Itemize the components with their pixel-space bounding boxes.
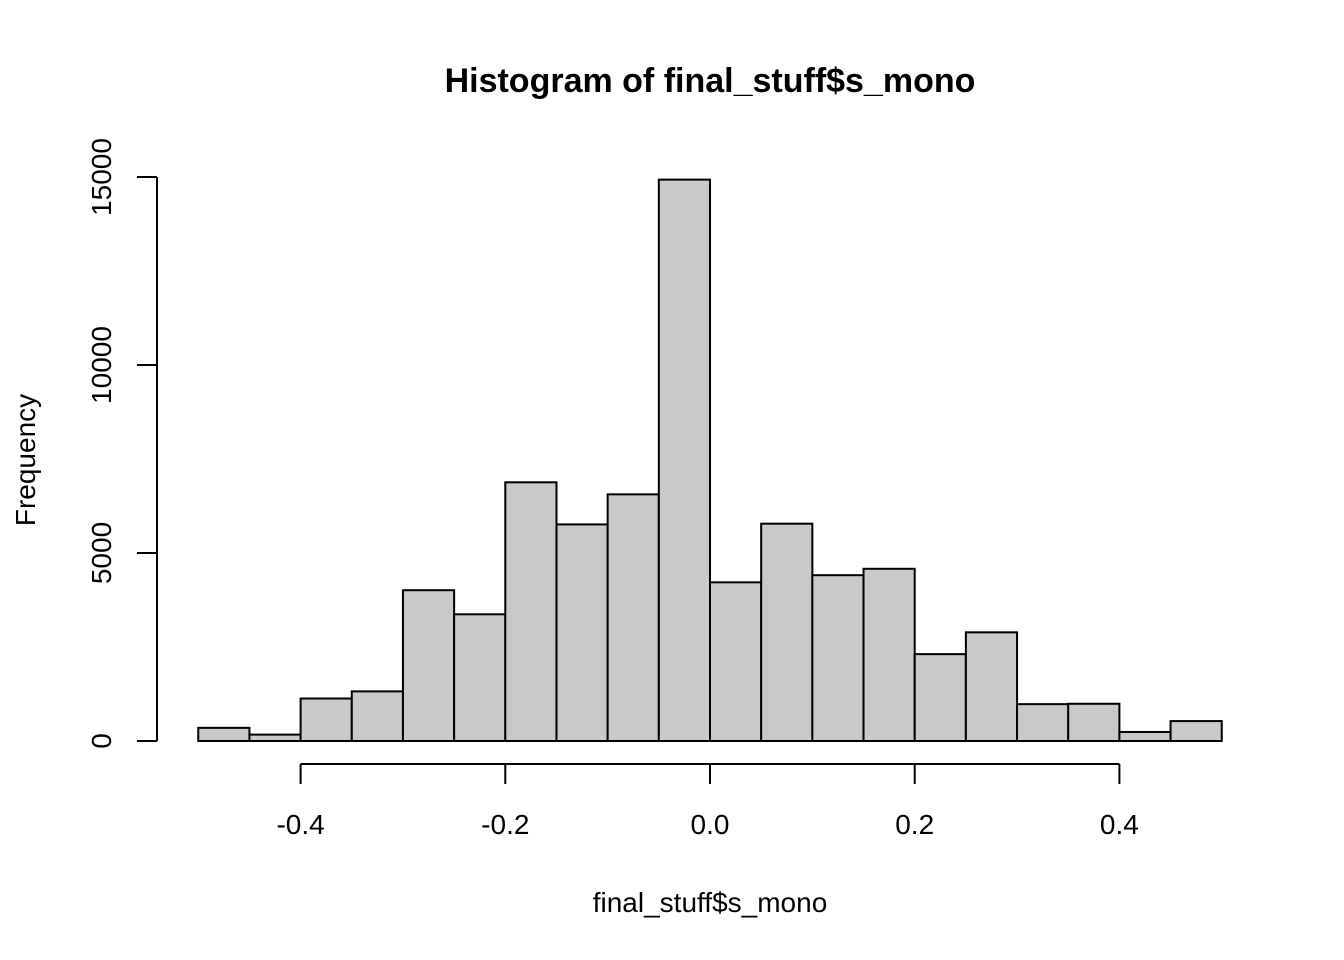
histogram-bar — [1118, 730, 1172, 742]
histogram-bar — [606, 493, 660, 742]
y-tick-label: 10000 — [86, 326, 117, 404]
x-tick-label: 0.4 — [1100, 809, 1139, 840]
histogram-bar — [1067, 702, 1121, 743]
histogram-bar — [811, 574, 865, 742]
histogram-bar — [401, 589, 456, 742]
y-tick-label: 15000 — [86, 138, 117, 216]
histogram-bar — [964, 631, 1019, 743]
y-axis-label: Frequency — [10, 394, 41, 526]
histogram-bar — [299, 697, 353, 743]
histogram-bar — [197, 726, 251, 743]
chart-title: Histogram of final_stuff$s_mono — [445, 62, 976, 100]
y-axis: 0 5000 10000 15000 — [86, 138, 158, 749]
histogram-bar — [248, 733, 302, 742]
histogram-bar — [657, 178, 712, 742]
histogram-bar — [453, 613, 507, 742]
x-tick-label: -0.4 — [276, 809, 324, 840]
histogram-bar — [1016, 703, 1070, 743]
histogram-bar — [760, 522, 814, 742]
histogram-bar — [350, 690, 404, 742]
histogram-bar — [1169, 720, 1223, 743]
histogram-bars — [197, 178, 1223, 743]
x-tick-label: -0.2 — [481, 809, 529, 840]
y-tick-label: 0 — [86, 733, 117, 749]
histogram-bar — [555, 523, 609, 742]
histogram-bar — [862, 567, 916, 742]
histogram-bar — [504, 481, 558, 742]
histogram-bar — [709, 581, 763, 743]
x-axis: -0.4 -0.2 0.0 0.2 0.4 — [276, 763, 1139, 840]
y-tick-label: 5000 — [86, 522, 117, 584]
x-tick-label: 0.2 — [895, 809, 934, 840]
x-tick-label: 0.0 — [691, 809, 730, 840]
histogram-bar — [913, 653, 967, 743]
x-axis-label: final_stuff$s_mono — [593, 887, 828, 918]
